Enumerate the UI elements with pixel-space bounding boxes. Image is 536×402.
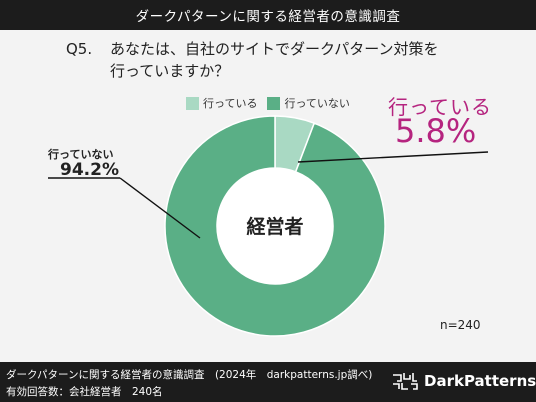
footer-source: ダークパターンに関する経営者の意識調査 (2024年 darkpatterns.… [6,369,373,381]
callout-yes-value: 5.8% [395,112,477,150]
footer-bar: ダークパターンに関する経営者の意識調査 (2024年 darkpatterns.… [0,362,536,402]
callout-line-no-diag [119,177,201,239]
footer-respondents: 有効回答数：会社経営者 240名 [6,386,163,398]
legend-label-yes: 行っている [203,97,258,110]
legend-label-no: 行っていない [284,97,350,110]
legend-swatch-yes [186,96,199,110]
donut-center-label: 経営者 [246,216,304,238]
header-bar: ダークパターンに関する経営者の意識調査 [0,0,536,30]
donut-slices [164,115,386,337]
question-line-1: あなたは、自社のサイトでダークパターン対策を [110,40,439,58]
brand-logo: DarkPatterns [392,372,536,390]
donut-hole [217,168,333,284]
callout-no-label: 行っていない [48,148,114,161]
callout-yes-label: 行っている [388,95,492,119]
brand-name: DarkPatterns [424,372,536,390]
legend-item-yes: 行っている [186,95,257,111]
legend-item-no: 行っていない [267,95,350,111]
question-line-2: 行っていますか？ [110,62,230,80]
sample-size-label: n=240 [440,318,481,332]
legend-swatch-no [267,96,281,110]
callout-line-yes [297,151,489,163]
header-title: ダークパターンに関する経営者の意識調査 [135,9,401,25]
question-label: Q5. [66,40,93,58]
chart-legend: 行っている 行っていない [186,95,350,111]
brand-maze-icon [393,373,418,390]
question-text: Q5. あなたは、自社のサイトでダークパターン対策を 行っていますか？ [66,38,486,82]
callout-no-value: 94.2% [60,160,119,180]
